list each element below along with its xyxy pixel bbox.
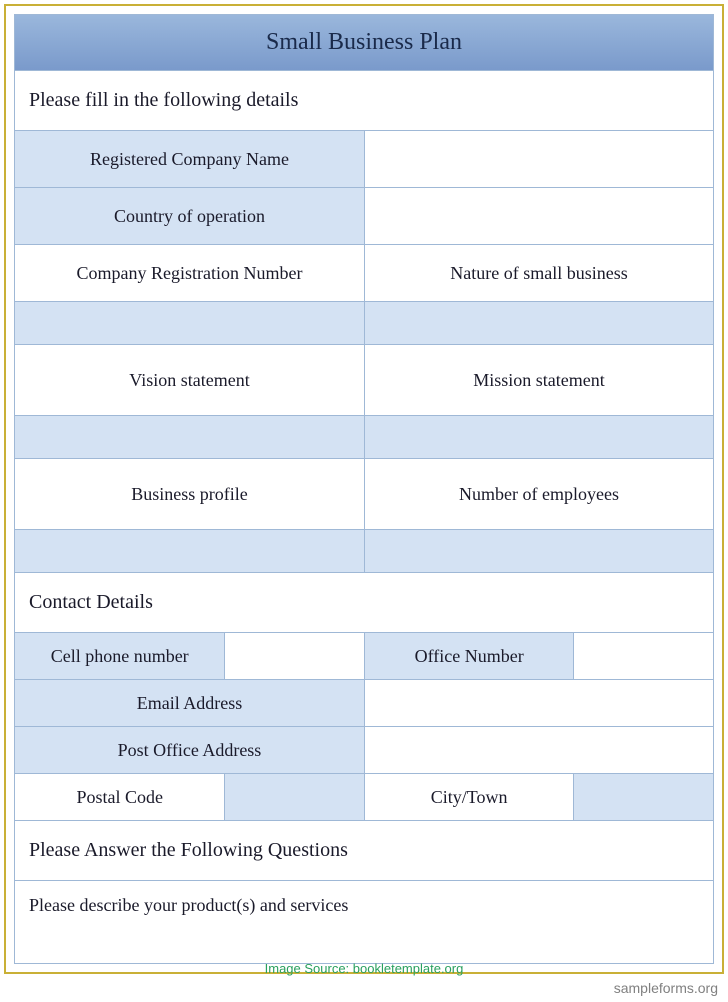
outer-border: Small Business Plan Please fill in the f… [4, 4, 724, 974]
row-email: Email Address [15, 680, 713, 727]
row-country: Country of operation [15, 188, 713, 245]
row-profile-employees-input [15, 530, 713, 573]
label-mission: Mission statement [364, 345, 713, 415]
input-post-address[interactable] [364, 727, 713, 773]
input-vision[interactable] [15, 416, 364, 458]
label-nature: Nature of small business [364, 245, 713, 301]
input-company-name[interactable] [364, 131, 713, 187]
row-company-name: Registered Company Name [15, 131, 713, 188]
input-cell-phone[interactable] [224, 633, 364, 679]
input-email[interactable] [364, 680, 713, 726]
input-postal-code[interactable] [224, 774, 364, 820]
label-cell-phone: Cell phone number [15, 633, 224, 679]
label-reg-number: Company Registration Number [15, 245, 364, 301]
row-vision-mission: Vision statement Mission statement [15, 345, 713, 416]
label-vision: Vision statement [15, 345, 364, 415]
label-question1: Please describe your product(s) and serv… [15, 881, 713, 943]
row-postal-city: Postal Code City/Town [15, 774, 713, 821]
label-profile: Business profile [15, 459, 364, 529]
footer-source: Image Source: bookletemplate.org [0, 961, 728, 976]
row-phones: Cell phone number Office Number [15, 633, 713, 680]
label-postal-code: Postal Code [15, 774, 224, 820]
section-header-details: Please fill in the following details [15, 71, 713, 131]
label-post-address: Post Office Address [15, 727, 364, 773]
form-title: Small Business Plan [15, 15, 713, 71]
input-nature[interactable] [364, 302, 713, 344]
form-container: Small Business Plan Please fill in the f… [14, 14, 714, 964]
row-reg-nature-input [15, 302, 713, 345]
label-company-name: Registered Company Name [15, 131, 364, 187]
input-country[interactable] [364, 188, 713, 244]
input-reg-number[interactable] [15, 302, 364, 344]
input-profile[interactable] [15, 530, 364, 572]
label-city: City/Town [364, 774, 573, 820]
label-country: Country of operation [15, 188, 364, 244]
row-reg-nature: Company Registration Number Nature of sm… [15, 245, 713, 302]
section-header-contact: Contact Details [15, 573, 713, 633]
input-employees[interactable] [364, 530, 713, 572]
footer-watermark: sampleforms.org [614, 980, 718, 996]
row-question1: Please describe your product(s) and serv… [15, 881, 713, 943]
label-email: Email Address [15, 680, 364, 726]
input-city[interactable] [573, 774, 713, 820]
section-header-questions: Please Answer the Following Questions [15, 821, 713, 881]
label-office-number: Office Number [364, 633, 573, 679]
label-employees: Number of employees [364, 459, 713, 529]
input-mission[interactable] [364, 416, 713, 458]
input-office-number[interactable] [573, 633, 713, 679]
row-post-address: Post Office Address [15, 727, 713, 774]
row-vision-mission-input [15, 416, 713, 459]
row-profile-employees: Business profile Number of employees [15, 459, 713, 530]
